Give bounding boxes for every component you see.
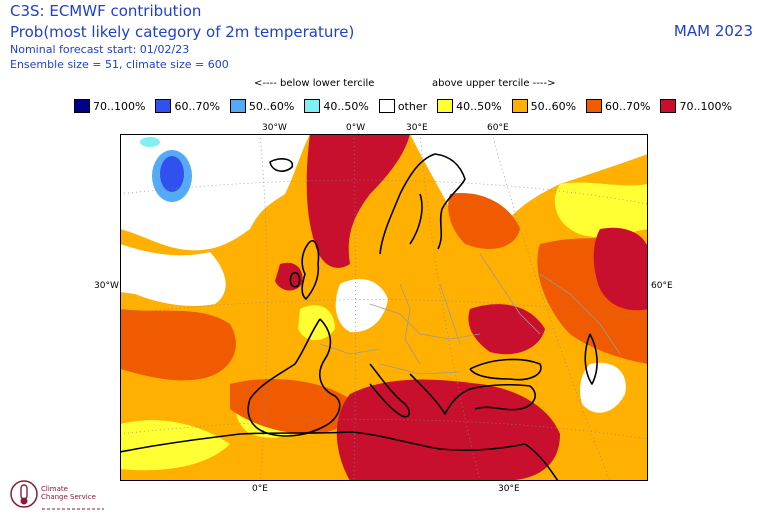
field-dark-orange-atlantic — [120, 309, 236, 381]
field-other-midatlantic — [120, 244, 226, 306]
legend-swatch — [155, 99, 172, 113]
legend-label: 50..60% — [248, 99, 295, 113]
field-dark-orange-africa — [230, 379, 351, 434]
legend-item: 40..50% — [437, 99, 509, 113]
map-frame — [120, 134, 648, 481]
legend-label: 60..70% — [605, 99, 651, 113]
season-label: MAM 2023 — [673, 22, 753, 40]
legend-item: 60..70% — [586, 99, 658, 113]
field-yellow-africa — [120, 420, 230, 471]
probability-map — [120, 134, 648, 481]
right-axis-label: 60°E — [651, 281, 673, 291]
legend-swatch — [511, 99, 528, 113]
ensemble-size-text: Ensemble size = 51, climate size = 600 — [10, 58, 229, 71]
legend-swatch — [74, 99, 90, 113]
legend-item: other — [378, 99, 435, 113]
legend-label: 70..100% — [679, 99, 732, 113]
legend-label: 60..70% — [174, 99, 220, 113]
coastlines — [120, 153, 598, 481]
color-legend: 70..100% 60..70% 50..60% 40..50% other 40..50… — [74, 98, 742, 114]
bottom-axis-label-2: 30°E — [498, 484, 520, 494]
legend-label: other — [397, 99, 428, 113]
field-red-scandinavia — [306, 134, 410, 268]
top-axis-label-3: 30°E — [406, 123, 428, 133]
legend-item: 50..60% — [511, 99, 584, 113]
field-yellow-east — [554, 182, 648, 237]
legend-swatch — [378, 99, 395, 113]
field-other-west-europe — [335, 279, 388, 333]
above-tercile-label: above upper tercile ----> — [432, 78, 556, 89]
climate-change-service-logo: Climate Change Service — [10, 480, 104, 510]
graticule — [120, 134, 648, 481]
chart-subtitle: Prob(most likely category of 2m temperat… — [10, 23, 355, 41]
legend-item: 70..100% — [660, 99, 739, 113]
field-red-caspian — [593, 227, 648, 311]
country-borders — [319, 253, 621, 375]
legend-label: 70..100% — [93, 99, 146, 113]
field-yellow-france — [298, 305, 335, 341]
top-axis-label-2: 0°W — [346, 123, 366, 133]
legend-item: 60..70% — [155, 99, 227, 113]
field-below-cyan — [140, 137, 160, 147]
bottom-axis-label-1: 0°E — [252, 484, 268, 494]
legend-label: 50..60% — [530, 99, 577, 113]
svg-text:Climate: Climate — [41, 485, 68, 493]
field-other-central-asia — [580, 362, 626, 413]
legend-item: 40..50% — [304, 99, 376, 113]
below-tercile-label: <---- below lower tercile — [254, 78, 375, 89]
legend-label: 40..50% — [456, 99, 502, 113]
chart-title: C3S: ECMWF contribution — [10, 2, 202, 20]
field-red-atlantic-north — [275, 262, 303, 291]
field-red-mediterranean — [336, 379, 560, 481]
left-axis-label: 30°W — [94, 281, 119, 291]
field-below-blue — [160, 156, 184, 192]
legend-swatch — [304, 99, 321, 113]
svg-text:Change Service: Change Service — [41, 493, 96, 501]
legend-swatch — [586, 99, 603, 113]
field-red-turkey — [468, 304, 545, 355]
legend-item: 70..100% — [74, 99, 153, 113]
top-axis-label-4: 60°E — [487, 123, 509, 133]
forecast-start-text: Nominal forecast start: 01/02/23 — [10, 43, 190, 56]
legend-swatch — [229, 99, 246, 113]
legend-label: 40..50% — [323, 99, 369, 113]
field-dark-orange-baltic — [448, 193, 520, 249]
legend-item: 50..60% — [229, 99, 302, 113]
legend-swatch — [437, 99, 454, 113]
legend-swatch — [660, 99, 677, 113]
top-axis-label-1: 30°W — [262, 123, 287, 133]
